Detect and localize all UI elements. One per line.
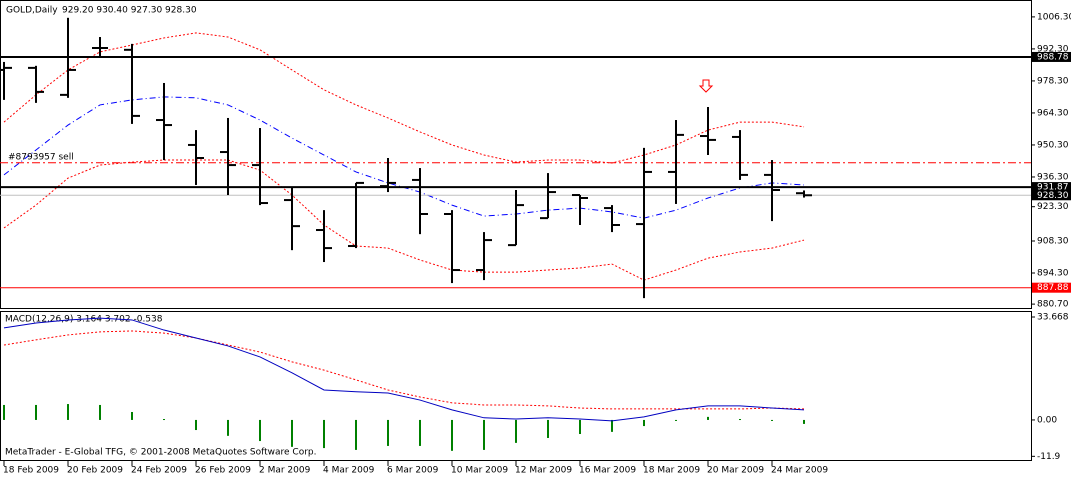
- signal-line: [3, 330, 805, 410]
- price-panel: [0, 0, 1032, 309]
- histogram-bar: [195, 419, 197, 431]
- histogram-bar: [131, 411, 133, 420]
- histogram-bar: [35, 404, 37, 420]
- chart-title: GOLD,Daily: [6, 6, 58, 16]
- x-tick-label: 24 Feb 2009: [131, 466, 187, 476]
- price-level-label: 988.78: [1037, 52, 1069, 62]
- histogram-bar: [803, 419, 805, 424]
- x-tick-label: 16 Mar 2009: [579, 466, 636, 476]
- histogram-bar: [483, 419, 485, 450]
- x-tick-label: 10 Mar 2009: [451, 466, 508, 476]
- price-level-box: [1032, 182, 1071, 193]
- histogram-bar: [451, 419, 453, 451]
- order-label: #8793957 sell: [8, 152, 74, 162]
- macd-panel: [0, 311, 1032, 461]
- histogram-bar: [259, 419, 261, 442]
- band-lower: [3, 159, 805, 281]
- y-tick-label: 964.30: [1037, 108, 1069, 118]
- y-tick-label: 908.30: [1037, 236, 1069, 246]
- x-tick-label: 2 Mar 2009: [259, 466, 311, 476]
- y-tick-label: 1006.30: [1037, 12, 1071, 22]
- x-tick-label: 12 Mar 2009: [515, 466, 572, 476]
- price-level-box: [1032, 190, 1071, 201]
- x-tick-label: 4 Mar 2009: [323, 466, 375, 476]
- histogram-bar: [643, 419, 645, 427]
- histogram-bar: [547, 419, 549, 438]
- price-level-label: 928.30: [1037, 191, 1069, 201]
- histogram-bar: [707, 416, 709, 420]
- histogram-bar: [579, 419, 581, 435]
- band-upper: [3, 32, 805, 164]
- histogram-bar: [739, 419, 741, 421]
- histogram-bar: [323, 419, 325, 449]
- x-tick-label: 18 Feb 2009: [3, 466, 59, 476]
- y-tick-label: 894.30: [1037, 269, 1069, 279]
- histogram-bar: [163, 419, 165, 421]
- sell-arrow: [698, 79, 714, 93]
- y-tick-label: 880.70: [1037, 300, 1069, 310]
- x-tick-label: 6 Mar 2009: [387, 466, 439, 476]
- x-tick-label: 18 Mar 2009: [643, 466, 700, 476]
- histogram-bar: [227, 419, 229, 436]
- y-tick-label: 0.00: [1037, 415, 1057, 425]
- histogram-bar: [99, 404, 101, 420]
- histogram-bar: [771, 419, 773, 421]
- histogram-bar: [611, 419, 613, 432]
- price-level-box: [1032, 282, 1071, 293]
- y-tick-label: 978.30: [1037, 76, 1069, 86]
- histogram-bar: [515, 419, 517, 443]
- footer: MetaTrader - E-Global TFG, © 2001-2008 M…: [5, 448, 317, 458]
- y-tick-label: 992.30: [1037, 44, 1069, 54]
- y-tick-label: 33.668: [1037, 312, 1069, 322]
- y-tick-label: 923.30: [1037, 202, 1069, 212]
- macd-line: [3, 317, 805, 422]
- ohlc-info: 929.20 930.40 927.30 928.30: [62, 6, 197, 16]
- histogram-bar: [675, 419, 677, 421]
- x-tick-label: 20 Feb 2009: [67, 466, 123, 476]
- price-level-label: 931.87: [1037, 183, 1069, 193]
- x-tick-label: 26 Feb 2009: [195, 466, 251, 476]
- histogram-bar: [419, 419, 421, 446]
- x-tick-label: 24 Mar 2009: [771, 466, 828, 476]
- histogram-bar: [67, 404, 69, 420]
- histogram-bar: [3, 404, 5, 420]
- histogram-bar: [291, 419, 293, 447]
- histogram-bar: [355, 419, 357, 450]
- y-tick-label: -11.9: [1037, 452, 1061, 462]
- y-tick-label: 950.30: [1037, 140, 1069, 150]
- y-tick-label: 936.30: [1037, 172, 1069, 182]
- x-tick-label: 20 Mar 2009: [707, 466, 764, 476]
- price-level-label: 887.88: [1037, 283, 1069, 293]
- histogram-bar: [387, 419, 389, 446]
- price-level-box: [1032, 51, 1071, 62]
